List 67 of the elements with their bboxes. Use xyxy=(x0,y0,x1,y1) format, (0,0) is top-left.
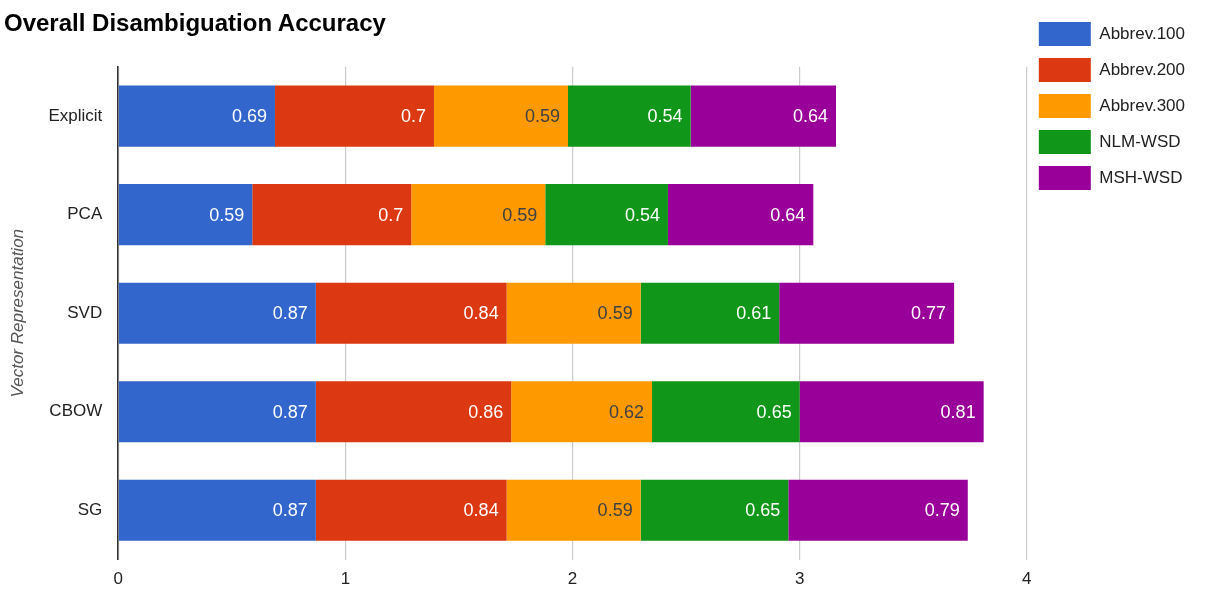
bar xyxy=(788,479,968,541)
bar xyxy=(640,282,780,344)
data-label: 0.69 xyxy=(231,106,267,127)
data-label: 0.77 xyxy=(911,303,947,324)
data-label: 0.59 xyxy=(524,106,560,127)
data-label: 0.54 xyxy=(647,106,683,127)
x-tick-label: 0 xyxy=(113,569,123,589)
data-label: 0.59 xyxy=(209,204,245,225)
data-label: 0.61 xyxy=(736,303,772,324)
data-label: 0.81 xyxy=(940,401,976,422)
data-label: 0.65 xyxy=(745,500,781,521)
chart-title: Overall Disambiguation Accuracy xyxy=(4,9,387,37)
bar xyxy=(667,184,814,246)
y-tick-label: Explicit xyxy=(48,105,103,125)
data-label: 0.84 xyxy=(463,500,499,521)
bar xyxy=(118,479,316,541)
bar xyxy=(315,282,507,344)
legend-label: MSH-WSD xyxy=(1099,167,1183,187)
data-label: 0.59 xyxy=(597,500,633,521)
bar xyxy=(118,282,316,344)
bar xyxy=(411,184,546,246)
legend-label: Abbrev.200 xyxy=(1099,59,1186,79)
data-label: 0.86 xyxy=(468,401,504,422)
data-label: 0.87 xyxy=(272,303,308,324)
y-axis-title: Vector Representation xyxy=(7,228,27,398)
bar xyxy=(779,282,955,344)
data-label: 0.87 xyxy=(272,500,308,521)
bar xyxy=(274,85,434,147)
bar xyxy=(252,184,412,246)
legend-label: Abbrev.300 xyxy=(1099,95,1186,115)
y-tick-label: SVD xyxy=(67,302,103,322)
bar xyxy=(433,85,568,147)
legend-label: Abbrev.100 xyxy=(1099,23,1186,43)
data-label: 0.7 xyxy=(400,106,426,127)
bar xyxy=(118,85,275,147)
bar xyxy=(640,479,789,541)
data-label: 0.7 xyxy=(378,204,404,225)
bar xyxy=(511,381,653,443)
data-label: 0.59 xyxy=(502,204,538,225)
data-label: 0.65 xyxy=(756,401,792,422)
bar xyxy=(567,85,691,147)
bar xyxy=(118,184,253,246)
bar xyxy=(506,282,641,344)
data-label: 0.84 xyxy=(463,303,499,324)
data-label: 0.54 xyxy=(624,204,660,225)
bar xyxy=(652,381,800,443)
data-label: 0.64 xyxy=(792,106,829,127)
bar xyxy=(506,479,641,541)
y-tick-label: CBOW xyxy=(49,401,103,421)
data-label: 0.62 xyxy=(608,401,645,422)
data-label: 0.79 xyxy=(924,500,960,521)
bar xyxy=(315,381,512,443)
bar xyxy=(315,479,507,541)
bar xyxy=(118,381,316,443)
data-label: 0.64 xyxy=(770,204,806,225)
x-tick-label: 3 xyxy=(794,569,805,589)
y-tick-label: PCA xyxy=(67,204,103,224)
bar xyxy=(799,381,984,443)
data-label: 0.59 xyxy=(597,303,633,324)
y-tick-label: SG xyxy=(77,500,103,520)
x-tick-label: 1 xyxy=(340,569,351,589)
bar xyxy=(545,184,668,246)
x-tick-label: 4 xyxy=(1022,569,1032,589)
bar xyxy=(690,85,837,147)
x-tick-label: 2 xyxy=(567,569,578,589)
legend-label: NLM-WSD xyxy=(1099,131,1181,151)
data-label: 0.87 xyxy=(272,401,308,422)
